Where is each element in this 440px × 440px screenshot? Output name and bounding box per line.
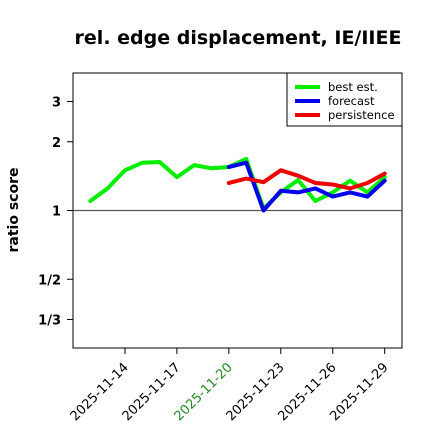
y-tick-label: 1/2 [38, 273, 61, 288]
series-line-persistence [226, 168, 387, 191]
y-tick-label: 1 [52, 205, 61, 220]
legend-label: best est. [328, 80, 378, 94]
legend-label: forecast [328, 94, 375, 108]
y-axis-label: ratio score [6, 168, 22, 253]
chart-title: rel. edge displacement, IE/IIEE [75, 27, 402, 49]
y-tick-label: 1/3 [38, 313, 61, 328]
y-tick-label: 3 [52, 96, 61, 111]
series-line-forecast [226, 160, 387, 213]
y-tick-label: 2 [52, 136, 61, 151]
legend-label: persistence [328, 108, 395, 122]
